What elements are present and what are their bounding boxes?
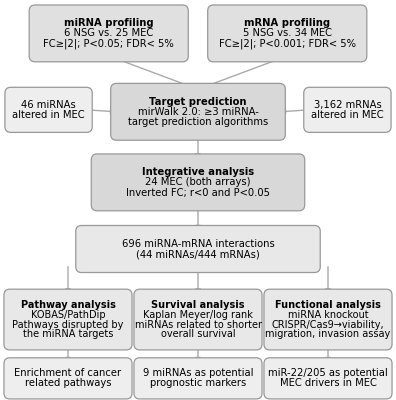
FancyBboxPatch shape: [4, 358, 132, 399]
Text: (44 miRNAs/444 mRNAs): (44 miRNAs/444 mRNAs): [136, 249, 260, 259]
FancyBboxPatch shape: [264, 358, 392, 399]
FancyBboxPatch shape: [76, 226, 320, 272]
Text: Target prediction: Target prediction: [149, 96, 247, 106]
Text: overall survival: overall survival: [161, 330, 235, 340]
FancyBboxPatch shape: [29, 5, 188, 62]
Text: 696 miRNA-mRNA interactions: 696 miRNA-mRNA interactions: [122, 239, 274, 249]
FancyBboxPatch shape: [91, 154, 305, 211]
Text: Kaplan Meyer/log rank: Kaplan Meyer/log rank: [143, 310, 253, 320]
Text: MEC drivers in MEC: MEC drivers in MEC: [280, 378, 377, 388]
Text: 46 miRNAs: 46 miRNAs: [21, 100, 76, 110]
Text: migration, invasion assay: migration, invasion assay: [265, 330, 390, 340]
Text: mRNA profiling: mRNA profiling: [244, 18, 330, 28]
FancyBboxPatch shape: [264, 289, 392, 350]
FancyBboxPatch shape: [111, 83, 285, 140]
Text: Inverted FC; r<0 and P<0.05: Inverted FC; r<0 and P<0.05: [126, 188, 270, 198]
Text: KOBAS/PathDip: KOBAS/PathDip: [30, 310, 105, 320]
FancyBboxPatch shape: [134, 358, 262, 399]
FancyBboxPatch shape: [134, 289, 262, 350]
Text: miR-22/205 as potential: miR-22/205 as potential: [268, 368, 388, 378]
Text: FC≥|2|; P<0.05; FDR< 5%: FC≥|2|; P<0.05; FDR< 5%: [44, 38, 174, 49]
FancyBboxPatch shape: [304, 87, 391, 132]
Text: 24 MEC (both arrays): 24 MEC (both arrays): [145, 177, 251, 187]
Text: FC≥|2|; P<0.001; FDR< 5%: FC≥|2|; P<0.001; FDR< 5%: [219, 38, 356, 49]
Text: miRNA profiling: miRNA profiling: [64, 18, 154, 28]
Text: related pathways: related pathways: [25, 378, 111, 388]
Text: Integrative analysis: Integrative analysis: [142, 167, 254, 177]
Text: miRNA knockout: miRNA knockout: [288, 310, 368, 320]
Text: Functional analysis: Functional analysis: [275, 300, 381, 310]
Text: Pathway analysis: Pathway analysis: [21, 300, 115, 310]
Text: 6 NSG vs. 25 MEC: 6 NSG vs. 25 MEC: [64, 28, 153, 38]
Text: 9 miRNAs as potential: 9 miRNAs as potential: [143, 368, 253, 378]
Text: Enrichment of cancer: Enrichment of cancer: [14, 368, 122, 378]
Text: the miRNA targets: the miRNA targets: [23, 330, 113, 340]
Text: Survival analysis: Survival analysis: [151, 300, 245, 310]
Text: mirWalk 2.0: ≥3 miRNA-: mirWalk 2.0: ≥3 miRNA-: [137, 107, 259, 117]
Text: target prediction algorithms: target prediction algorithms: [128, 117, 268, 127]
FancyBboxPatch shape: [5, 87, 92, 132]
Text: miRNAs related to shorter: miRNAs related to shorter: [135, 320, 261, 330]
FancyBboxPatch shape: [208, 5, 367, 62]
Text: prognostic markers: prognostic markers: [150, 378, 246, 388]
Text: 5 NSG vs. 34 MEC: 5 NSG vs. 34 MEC: [243, 28, 332, 38]
Text: 3,162 mRNAs: 3,162 mRNAs: [314, 100, 381, 110]
Text: CRISPR/Cas9→viability,: CRISPR/Cas9→viability,: [272, 320, 385, 330]
Text: altered in MEC: altered in MEC: [311, 110, 384, 120]
Text: altered in MEC: altered in MEC: [12, 110, 85, 120]
Text: Pathways disrupted by: Pathways disrupted by: [12, 320, 124, 330]
FancyBboxPatch shape: [4, 289, 132, 350]
